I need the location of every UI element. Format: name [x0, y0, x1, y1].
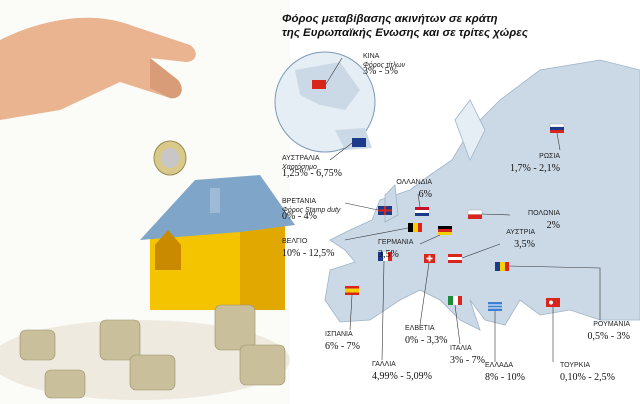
country-name: ΓΕΡΜΑΝΙΑ	[378, 239, 414, 246]
tax-note: Φόρος τίτλων	[363, 61, 406, 69]
country-name: ΑΥΣΤΡΑΛΙΑ	[282, 155, 320, 162]
tax-rate: 0% - 3,3%	[405, 335, 448, 346]
tax-rate: 3% - 5%	[363, 66, 398, 77]
country-name: ΒΕΛΓΙΟ	[282, 238, 308, 245]
leader-line	[329, 142, 353, 161]
country-name: ΚΙΝΑ	[363, 53, 380, 60]
country-name: ΓΑΛΛΙΑ	[372, 361, 396, 368]
tax-rate: 1,7% - 2,1%	[510, 163, 560, 174]
leader-line	[556, 132, 561, 151]
tax-rate: 4,99% - 5,09%	[372, 371, 432, 382]
country-name: ΑΥΣΤΡΙΑ	[506, 229, 535, 236]
leader-line	[419, 234, 441, 245]
title: Φόρος μεταβίβασης ακινήτων σε κράτη της Ε…	[282, 13, 529, 39]
country-name: ΤΟΥΡΚΙΑ	[560, 362, 590, 369]
leader-line	[381, 260, 385, 361]
country-name: ΡΩΣΙΑ	[539, 153, 560, 160]
country-name: ΠΟΛΩΝΙΑ	[528, 210, 560, 217]
country-name: ΟΛΛΑΝΔΙΑ	[396, 179, 432, 186]
country-name: ΕΛΛΑΔΑ	[485, 362, 513, 369]
tax-rate: 1,25% - 6,75%	[282, 168, 342, 179]
tax-rate: 6%	[419, 189, 432, 200]
tax-rate: 8% - 10%	[485, 372, 525, 383]
leader-line	[454, 304, 461, 345]
photo-illustration	[0, 0, 295, 404]
tax-note: Χαρτόσημο	[281, 163, 317, 171]
tax-rate: 3,5%	[378, 249, 399, 260]
country-name: ΡΟΥΜΑΝΙΑ	[593, 321, 630, 328]
country-name: ΙΣΠΑΝΙΑ	[325, 331, 353, 338]
tax-rate: 3% - 7%	[450, 355, 485, 366]
country-name: ΒΡΕΤΑΝΙΑ	[282, 198, 316, 205]
country-name: ΕΛΒΕΤΙΑ	[405, 325, 435, 332]
leader-line	[508, 265, 601, 320]
tax-rate: 3,5%	[514, 239, 535, 250]
leader-line	[344, 202, 379, 211]
leader-line	[417, 193, 421, 208]
leader-line	[481, 213, 511, 216]
tax-rate: 2%	[547, 220, 560, 231]
tax-rate: 0,10% - 2,5%	[560, 372, 615, 383]
leader-line	[349, 294, 353, 331]
title-line: της Ευρωπαϊκής Ενωσης και σε τρίτες χώρε…	[282, 27, 529, 39]
tax-rate: 0,5% - 3%	[588, 331, 631, 342]
leader-line	[419, 262, 430, 326]
europe-map	[274, 51, 640, 331]
tax-rate: 10% - 12,5%	[282, 248, 335, 259]
tax-rate: 6% - 7%	[325, 341, 360, 352]
flags	[312, 80, 565, 311]
country-name: ΙΤΑΛΙΑ	[450, 345, 472, 352]
leader-line	[344, 227, 409, 241]
leader-line	[325, 57, 343, 85]
tax-rate: 0% - 4%	[282, 211, 317, 222]
title-line: Φόρος μεταβίβασης ακινήτων σε κράτη	[282, 13, 498, 25]
tax-note: Φόρος Stamp duty	[282, 206, 341, 214]
leader-line	[461, 243, 501, 259]
